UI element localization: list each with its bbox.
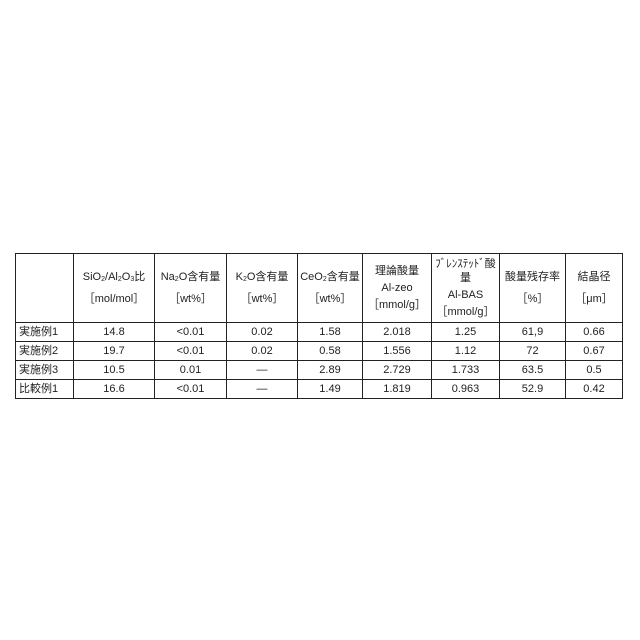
header-unit: ［mol/mol］ [75,292,153,306]
header-title: K2O含有量 [228,270,296,284]
table-cell: 1.556 [363,342,432,361]
table-cell: 72 [500,342,566,361]
table-row: 実施例114.8<0.010.021.582.0181.2561,90.66 [16,323,623,342]
header-text-segment: CeO [300,271,323,283]
table-cell: 61,9 [500,323,566,342]
table-cell: <0.01 [155,323,227,342]
header-unit: ［wt%］ [228,292,296,306]
column-header: ﾌﾞﾚﾝｽﾃｯﾄﾞ酸量 Al-BAS ［mmol/g］ [432,254,500,323]
column-header: 酸量残存率 ［%］ [500,254,566,323]
table-cell: 0.963 [432,380,500,399]
header-row: SiO2/Al2O3比［mol/mol］Na2O含有量［wt%］K2O含有量［w… [16,254,623,323]
column-header: SiO2/Al2O3比 ［mol/mol］ [74,254,155,323]
table-cell: 2.729 [363,361,432,380]
header-text-segment: 理論酸量 [375,265,419,277]
table-cell: 0.67 [566,342,623,361]
table-cell: 0.5 [566,361,623,380]
table-cell: 2.018 [363,323,432,342]
header-text-segment: Na [161,271,175,283]
table-cell: 2.89 [298,361,363,380]
table-cell: 1.12 [432,342,500,361]
header-unit: ［mmol/g］ [433,305,498,319]
header-text-segment: 比 [134,271,145,283]
table-cell: 19.7 [74,342,155,361]
table-cell: 0.02 [227,342,298,361]
table-cell: 1.25 [432,323,500,342]
row-label: 実施例2 [16,342,74,361]
table-cell: 10.5 [74,361,155,380]
header-unit: ［mmol/g］ [364,298,430,312]
header-text-segment: /Al [105,271,118,283]
header-text-segment: 含有量 [327,271,360,283]
header-title: Na2O含有量 [156,270,225,284]
table-cell: <0.01 [155,342,227,361]
table-cell: 1.49 [298,380,363,399]
table-cell: 0.02 [227,323,298,342]
row-label: 実施例3 [16,361,74,380]
header-text-segment: O含有量 [247,271,289,283]
data-table: SiO2/Al2O3比［mol/mol］Na2O含有量［wt%］K2O含有量［w… [15,253,623,399]
header-title: 酸量残存率 [501,270,564,284]
column-header: Na2O含有量 ［wt%］ [155,254,227,323]
header-text-segment: K [236,271,243,283]
table-cell: 0.58 [298,342,363,361]
table-cell: 16.6 [74,380,155,399]
header-unit: ［%］ [501,292,564,306]
column-header [16,254,74,323]
row-label: 比較例1 [16,380,74,399]
table-cell: — [227,380,298,399]
header-title: SiO2/Al2O3比 [75,270,153,284]
row-label: 実施例1 [16,323,74,342]
header-subtitle: Al-BAS [433,288,498,302]
table-cell: 1.58 [298,323,363,342]
table-cell: 52.9 [500,380,566,399]
table-row: 実施例219.7<0.010.020.581.5561.12720.67 [16,342,623,361]
header-text-segment: 結晶径 [578,271,611,283]
table-cell: 0.01 [155,361,227,380]
header-subtitle: Al-zeo [364,281,430,295]
table-cell: 0.42 [566,380,623,399]
table-cell: <0.01 [155,380,227,399]
header-title: CeO2含有量 [299,270,361,284]
header-text-segment: O含有量 [179,271,221,283]
header-title: 理論酸量 [364,264,430,278]
table-cell: — [227,361,298,380]
column-header: K2O含有量 ［wt%］ [227,254,298,323]
table-row: 実施例310.50.01—2.892.7291.73363.50.5 [16,361,623,380]
header-unit: ［wt%］ [156,292,225,306]
header-unit: ［wt%］ [299,292,361,306]
column-header: CeO2含有量 ［wt%］ [298,254,363,323]
table-row: 比較例116.6<0.01—1.491.8190.96352.90.42 [16,380,623,399]
column-header: 理論酸量 Al-zeo ［mmol/g］ [363,254,432,323]
table-cell: 1.819 [363,380,432,399]
table-cell: 14.8 [74,323,155,342]
table-cell: 1.733 [432,361,500,380]
header-text-segment: SiO [83,271,101,283]
header-title: 結晶径 [567,270,621,284]
header-text-segment: ﾌﾞﾚﾝｽﾃｯﾄﾞ酸量 [435,258,496,284]
header-title: ﾌﾞﾚﾝｽﾃｯﾄﾞ酸量 [433,257,498,285]
column-header: 結晶径 ［μm］ [566,254,623,323]
header-unit: ［μm］ [567,292,621,306]
header-text-segment: 酸量残存率 [505,271,560,283]
table-cell: 63.5 [500,361,566,380]
table-cell: 0.66 [566,323,623,342]
